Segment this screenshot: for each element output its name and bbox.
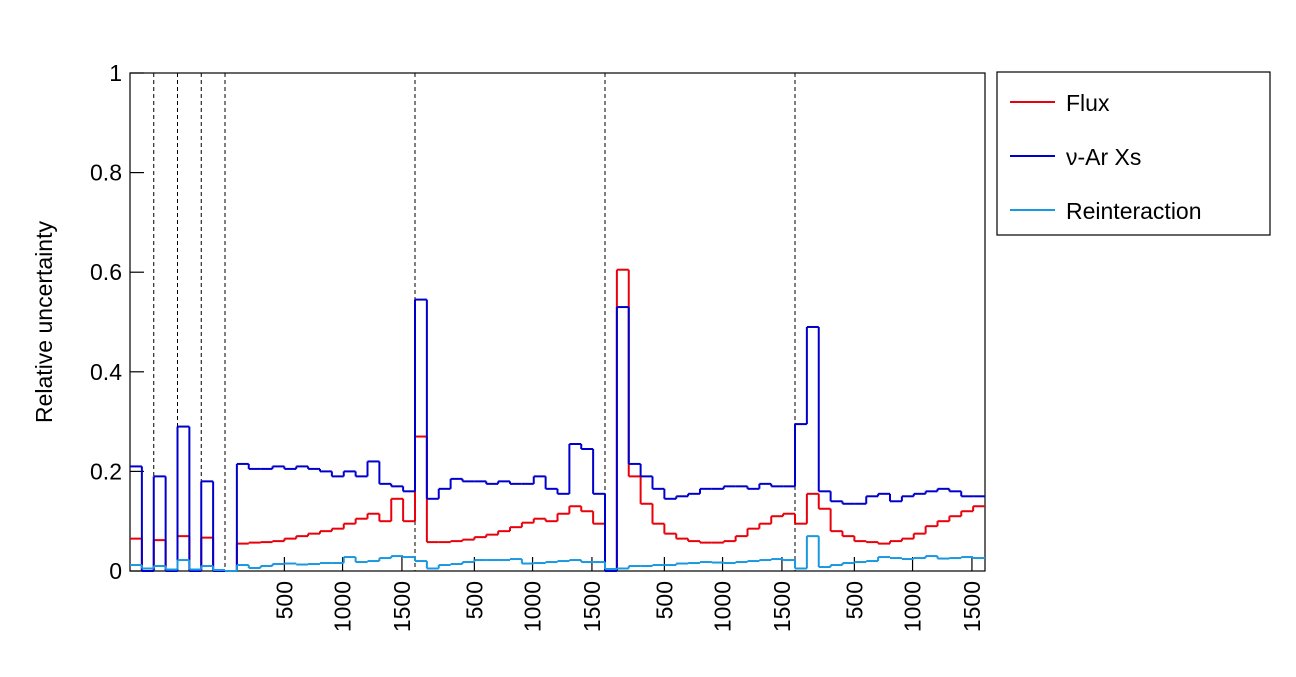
y-tick-label: 0.4 [90,359,122,385]
legend-label: Flux [1066,90,1110,116]
legend-box [996,71,1271,236]
y-tick-label: 0 [109,558,122,584]
series-2 [130,535,985,572]
series-1 [130,298,985,572]
x-tick-label: 500 [461,581,487,619]
legend-label: ν-Ar Xs [1066,144,1141,170]
y-tick-label: 0.6 [90,259,122,285]
y-tick-label: 1 [109,60,122,86]
legend-label: Reinteraction [1066,198,1202,224]
x-tick-label: 500 [841,581,867,619]
x-tick-label: 1000 [710,581,736,632]
y-tick-label: 0.2 [90,458,122,484]
series-0 [130,268,985,572]
x-tick-label: 1500 [579,581,605,632]
x-tick-label: 1500 [389,581,415,632]
x-tick-label: 500 [651,581,677,619]
x-tick-label: 1000 [330,581,356,632]
x-tick-label: 500 [271,581,297,619]
x-tick-label: 1000 [520,581,546,632]
y-axis-title: Relative uncertainty [31,221,57,423]
x-tick-label: 1500 [769,581,795,632]
y-tick-label: 0.8 [90,160,122,186]
x-tick-label: 1000 [900,581,926,632]
x-tick-label: 1500 [959,581,985,632]
plot-frame [129,72,986,572]
